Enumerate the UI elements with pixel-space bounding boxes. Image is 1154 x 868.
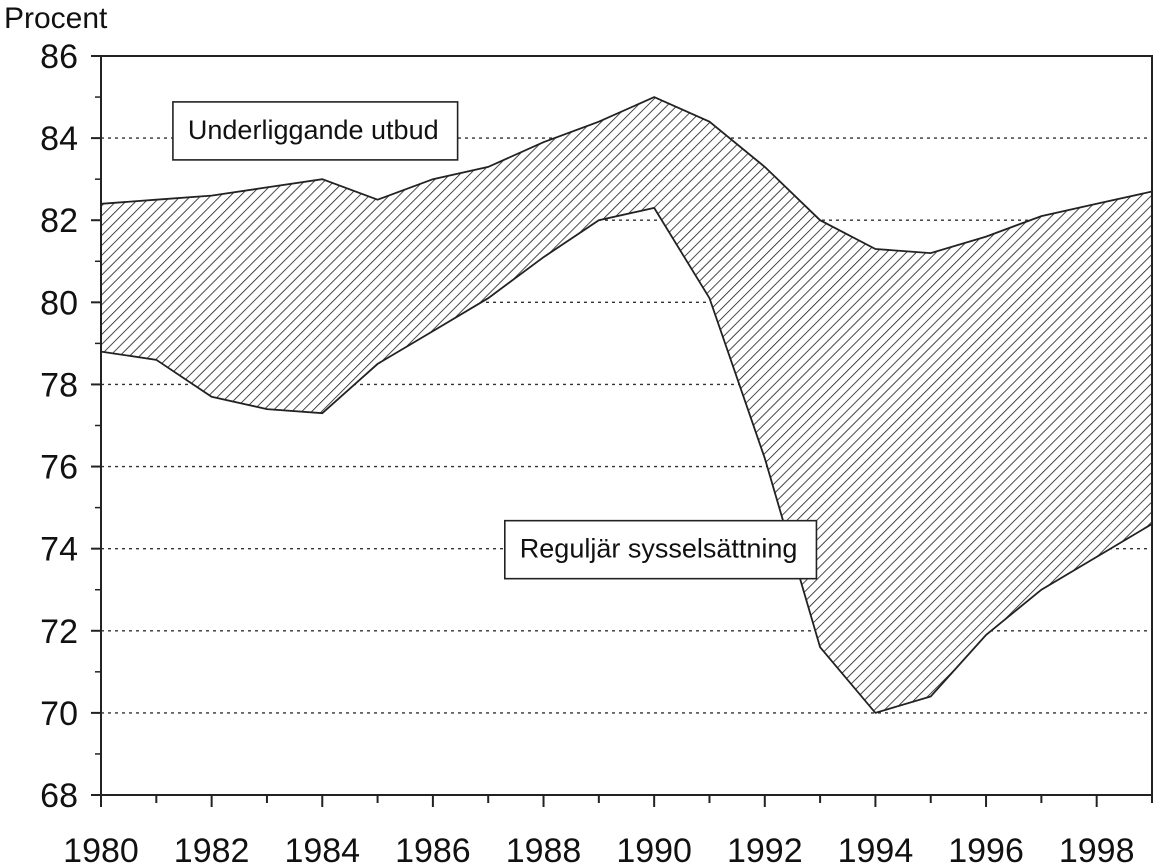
y-tick-label: 86 (40, 38, 78, 76)
x-tick-label: 1982 (174, 832, 250, 868)
y-tick-label: 72 (40, 613, 78, 651)
x-axis-tick-labels: 1980 1982 1984 1986 1988 1990 1992 1994 1996 1998 (63, 832, 1134, 868)
annotation-label-upper: Underliggande utbud (188, 115, 439, 145)
annotation-lower: Reguljär sysselsättning (504, 519, 818, 580)
x-tick-label: 1994 (838, 832, 914, 868)
x-tick-label: 1990 (616, 832, 692, 868)
annotation-upper: Underliggande utbud (172, 101, 459, 161)
y-tick-label: 74 (40, 531, 78, 569)
annotation-box-upper (172, 101, 459, 161)
series-line-underliggande-utbud (100, 96, 1153, 255)
y-tick-label: 78 (40, 366, 78, 404)
y-axis-title: Procent (4, 2, 108, 35)
shaded-gap-area (101, 97, 1152, 713)
y-tick-label: 80 (40, 284, 78, 322)
x-tick-label: 1984 (284, 832, 360, 868)
x-tick-label: 1980 (63, 832, 139, 868)
annotation-label-lower: Reguljär sysselsättning (520, 534, 798, 564)
y-tick-label: 82 (40, 202, 78, 240)
series-line-reguljar-sysselsattning (100, 206, 1153, 714)
x-tick-label: 1992 (727, 832, 803, 868)
x-tick-label: 1996 (948, 832, 1024, 868)
x-tick-label: 1986 (395, 832, 471, 868)
y-tick-label: 68 (40, 777, 78, 815)
x-tick-label: 1998 (1059, 832, 1135, 868)
y-axis-tick-labels: 68 70 72 74 76 78 80 82 84 86 (40, 38, 78, 815)
annotation-box-lower (504, 519, 818, 580)
axis-ticks (91, 55, 1153, 807)
y-tick-label: 76 (40, 449, 78, 487)
x-tick-label: 1988 (506, 832, 582, 868)
y-tick-label: 84 (40, 120, 78, 158)
y-tick-label: 70 (40, 695, 78, 733)
